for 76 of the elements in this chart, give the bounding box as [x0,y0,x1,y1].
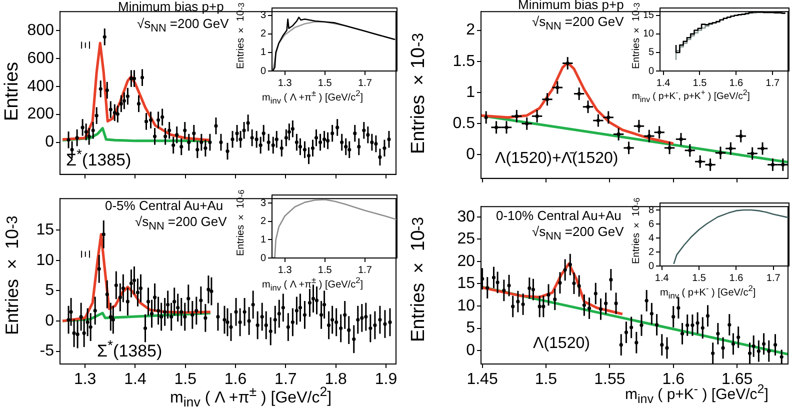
x-tick-label: 1.6 [729,272,744,284]
y-tick-label: 0.5 [452,115,476,132]
y-tick-label: 30 [457,208,476,226]
annotation: √s$_{NN}$ =200 GeV [135,214,227,234]
y-tick-label: 25 [457,230,476,248]
y-tick-label: 1 [260,47,266,58]
y-tick-label: 400 [27,78,54,95]
y-tick-label: 0 [466,342,476,360]
y-tick-label: 0 [45,312,54,330]
y-tick-label: 1.5 [452,52,476,70]
x-tick-label: 1.3 [74,371,96,388]
y-tick-label: 5 [466,320,476,337]
x-tick-label: 1.6 [662,371,685,388]
x-tick-label: 1.9 [374,371,398,388]
y-tick-label: 20 [457,252,476,270]
y-tick-label: 2 [466,22,476,39]
y-tick-label: 0 [260,66,266,77]
x-tick-label: 1.4 [654,272,670,284]
y-tick-label: 15 [36,222,54,239]
text: m$_{inv}$ ( p+K$^{-}$, p+K$^{+}$ ) [GeV/c$^{2}$] [632,88,750,104]
annotation: Ξ [78,40,94,50]
x-tick-label: 1.5 [692,78,708,89]
y-tick-label: 0 [466,146,476,164]
x-tick-label: 1.5 [318,78,332,89]
x-tick-label: 1.55 [594,371,626,388]
x-tick-label: 1.4 [656,78,671,89]
annotation: 0-5% Central Au+Au [105,198,224,214]
y-axis-title: Entries [1,60,24,124]
annotation: Ξ [78,250,94,258]
x-tick-label: 1.7 [358,78,372,89]
annotation: Λ(1520)+Λ̄(1520) [495,150,618,168]
x-axis-title: m$_{inv}$ ( Λ +π$^{±}$ ) [GeV/c$^{2}$] [262,88,363,106]
x-axis-title: m$_{inv}$ ( Λ +π$^{±}$ ) [GeV/c$^{2}$] [262,275,363,292]
x-tick-label: 1.7 [358,264,372,276]
annotation: Σ$^{*}$(1385) [97,338,162,362]
y-tick-label: 200 [27,106,54,123]
y-tick-label: 2 [260,28,266,40]
y-tick-label: -5 [40,342,54,360]
x-tick-label: 1.65 [721,371,753,388]
x-tick-label: 1.4 [124,371,146,388]
y-tick-label: 1 [466,84,476,101]
y-tick-label: 10 [642,28,654,40]
x-tick-label: 1.45 [466,371,498,388]
y-tick-label: 0 [45,134,54,151]
x-tick-label: 1.3 [278,78,292,89]
y-tick-label: 5 [45,282,54,300]
annotation: 0-10% Central Au+Au [496,208,622,224]
annotation: Λ(1520) [533,335,590,353]
x-tick-label: 1.6 [729,78,744,89]
x-tick-label: 1.3 [278,264,292,276]
annotation: Σ$^{*}$(1385) [66,147,132,170]
y-tick-label: 2 [260,216,266,228]
annotation: √s$_{NN}$ =200 GeV [137,16,229,36]
x-tick-label: 1.5 [534,371,558,388]
y-tick-label: 15 [457,275,476,292]
y-tick-label: 10 [36,252,54,269]
y-tick-label: 6 [648,218,654,230]
y-tick-label: 10 [457,297,476,314]
y-tick-label: 0 [648,66,654,77]
annotation: √s$_{NN}$ =200 GeV [532,14,624,34]
y-tick-label: 5 [648,47,654,58]
y-tick-label: 0 [648,260,654,272]
annotation: √s$_{NN}$ =200 GeV [532,224,624,244]
y-tick-label: 600 [27,50,54,67]
y-tick-label: 2 [648,246,654,258]
x-axis-title: m$_{inv}$ ( p+K$^{-}$ ) [GeV/c$^{2}$] [660,283,756,300]
y-tick-label: 0 [260,252,266,264]
x-tick-label: 1.5 [318,264,332,276]
x-tick-label: 1.7 [766,78,780,89]
y-tick-label: 3 [260,198,266,209]
y-tick-label: 800 [27,22,54,39]
annotation: Minimum bias p+p [118,0,224,14]
y-tick-label: 1 [260,234,266,246]
y-tick-label: 4 [648,232,654,244]
x-tick-label: 1.7 [766,272,781,284]
x-tick-label: 1.5 [692,272,706,284]
